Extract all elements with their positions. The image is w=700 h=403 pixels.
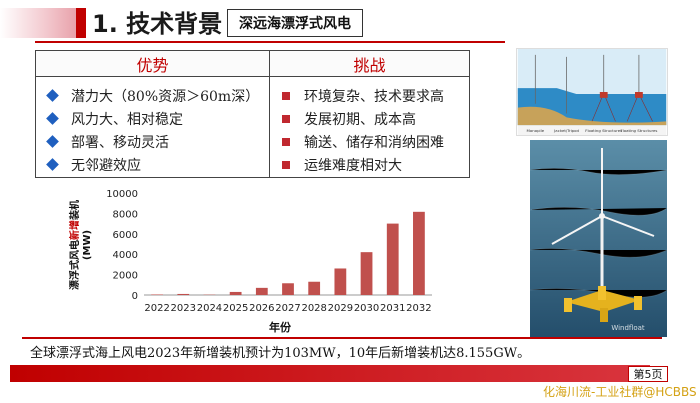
chart-bar	[255, 287, 268, 295]
y-tick-label: 8000	[113, 209, 138, 220]
y-axis-unit: (MW)	[82, 230, 93, 260]
diamond-bullet-icon	[46, 158, 59, 171]
x-axis-label: 年份	[269, 320, 292, 334]
chart-bar	[177, 293, 190, 295]
advantages-column: 优势 潜力大（80%资源＞60m深） 风力大、相对稳定 部署、移动灵活 无邻避效…	[36, 51, 270, 177]
foundation-label: Jacket/Tripod	[553, 128, 579, 133]
foundation-label: Floating Structures	[585, 128, 622, 133]
challenge-text: 运维难度相对大	[304, 157, 402, 174]
x-tick-label: 2028	[301, 303, 326, 314]
challenge-text: 发展初期、成本高	[304, 111, 416, 128]
advantage-item: 部署、移动灵活	[36, 130, 269, 153]
advantage-text: 风力大、相对稳定	[71, 111, 183, 128]
y-tick-label: 4000	[113, 250, 138, 261]
chart-bar	[360, 252, 373, 295]
chart-bar	[229, 291, 242, 295]
challenge-text: 环境复杂、技术要求高	[304, 88, 444, 105]
chart-bar	[151, 294, 163, 295]
chart-bar	[386, 223, 399, 295]
y-tick-label: 6000	[113, 230, 138, 241]
square-bullet-icon	[282, 160, 290, 169]
y-tick-label: 0	[132, 291, 138, 302]
square-bullet-icon	[282, 114, 290, 123]
challenges-column: 挑战 环境复杂、技术要求高 发展初期、成本高 输送、储存和消纳困难 运维难度相对…	[270, 51, 469, 177]
x-tick-label: 2031	[380, 303, 405, 314]
slide-title: 1. 技术背景	[92, 10, 223, 38]
chart-bar	[282, 283, 294, 295]
x-tick-label: 2026	[249, 303, 274, 314]
foundation-label: Floating Structures	[620, 128, 657, 133]
page-number: 第5页	[628, 366, 668, 382]
y-axis-label: 漂浮式风电新增装机	[68, 200, 81, 291]
photo-watermark: Windfloat	[611, 324, 645, 332]
floating-turbine-photo: Windfloat	[530, 140, 667, 337]
y-axis-label-part: 漂浮式风电	[68, 240, 81, 291]
slide-subtitle: 深远海漂浮式风电	[227, 9, 363, 37]
square-bullet-icon	[282, 91, 290, 100]
header-decoration-gradient	[0, 8, 76, 38]
advantage-item: 风力大、相对稳定	[36, 107, 269, 130]
y-axis-label-part: 装机	[68, 200, 81, 221]
advantages-header: 优势	[36, 51, 269, 77]
x-tick-label: 2024	[197, 303, 222, 314]
challenge-item: 发展初期、成本高	[270, 107, 469, 130]
diamond-bullet-icon	[46, 135, 59, 148]
footer-divider	[22, 337, 662, 339]
x-tick-label: 2029	[328, 303, 353, 314]
advantage-item: 潜力大（80%资源＞60m深）	[36, 84, 269, 107]
diamond-bullet-icon	[46, 112, 59, 125]
foundation-types-illustration: Monopile Jacket/Tripod Floating Structur…	[516, 48, 668, 136]
x-tick-label: 2027	[275, 303, 300, 314]
diamond-bullet-icon	[46, 89, 59, 102]
header-divider	[35, 41, 505, 43]
x-tick-label: 2025	[223, 303, 248, 314]
y-tick-label: 10000	[106, 189, 138, 200]
y-axis-label-highlight: 新增	[68, 220, 81, 240]
x-tick-label: 2023	[171, 303, 196, 314]
challenge-item: 输送、储存和消纳困难	[270, 130, 469, 153]
advantage-item: 无邻避效应	[36, 153, 269, 176]
x-tick-label: 2030	[354, 303, 379, 314]
chart-bar	[308, 281, 321, 295]
advantage-text: 潜力大（80%资源＞60m深）	[71, 88, 260, 105]
advantage-text: 部署、移动灵活	[71, 134, 169, 151]
advantage-text: 无邻避效应	[71, 157, 141, 174]
challenge-text: 输送、储存和消纳困难	[304, 134, 444, 151]
x-tick-label: 2022	[144, 303, 169, 314]
y-tick-label: 2000	[113, 271, 138, 282]
header-decoration-red-block	[76, 8, 86, 38]
challenge-item: 运维难度相对大	[270, 153, 469, 176]
foundation-label: Monopile	[527, 128, 545, 133]
challenges-header: 挑战	[270, 51, 469, 77]
x-tick-label: 2032	[406, 303, 431, 314]
chart-bar	[334, 268, 347, 295]
challenge-item: 环境复杂、技术要求高	[270, 84, 469, 107]
footer-summary: 全球漂浮式海上风电2023年新增装机预计为103MW，10年后新增装机达8.15…	[30, 346, 531, 361]
chart-bar	[413, 211, 425, 295]
advantages-challenges-table: 优势 潜力大（80%资源＞60m深） 风力大、相对稳定 部署、移动灵活 无邻避效…	[35, 50, 470, 178]
square-bullet-icon	[282, 137, 290, 146]
source-watermark: 化海川流-工业社群@HCBBS	[543, 385, 697, 399]
footer-bar	[10, 365, 650, 382]
